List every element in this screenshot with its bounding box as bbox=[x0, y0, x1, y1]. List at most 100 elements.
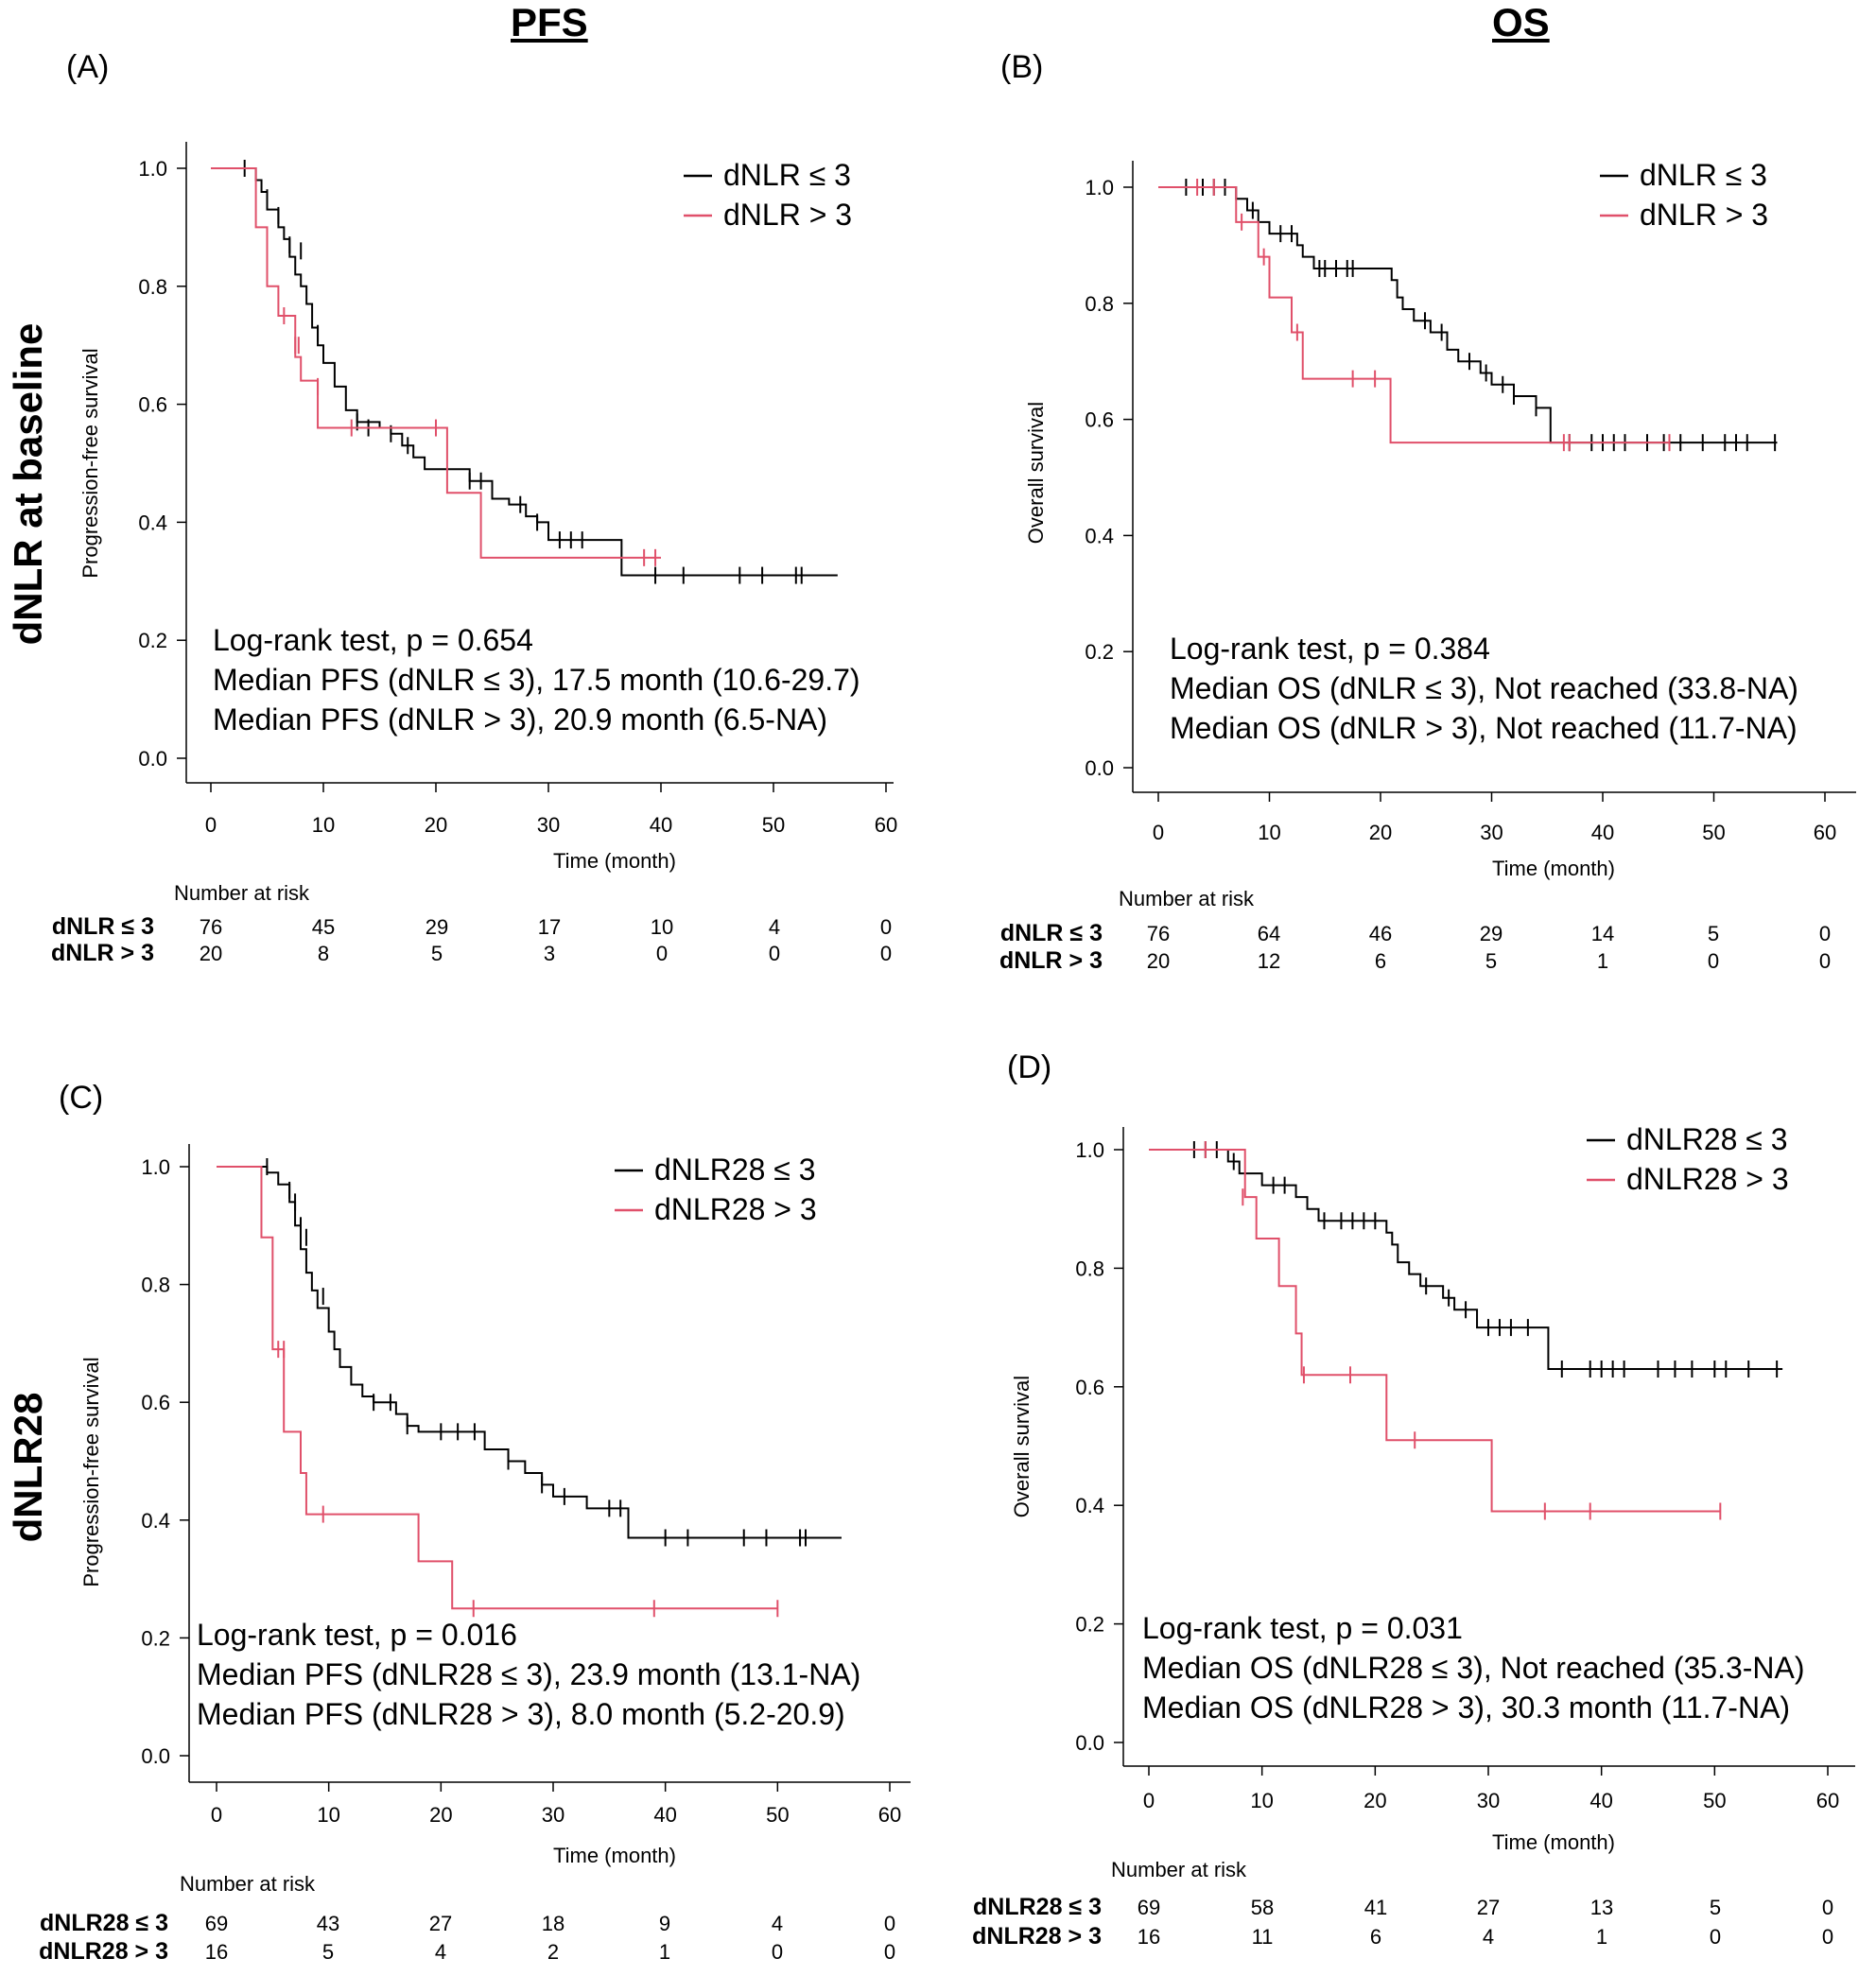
x-tick-label: 50 bbox=[1702, 821, 1725, 844]
x-axis-label: Time (month) bbox=[553, 1844, 676, 1867]
x-tick-label: 50 bbox=[766, 1803, 789, 1827]
annotation-line: Log-rank test, p = 0.016 bbox=[197, 1618, 517, 1652]
risk-count: 4 bbox=[772, 1912, 783, 1935]
y-axis-label: Progression-free survival bbox=[78, 348, 102, 578]
risk-count: 9 bbox=[659, 1912, 670, 1935]
x-tick-label: 40 bbox=[1589, 1789, 1612, 1812]
annotation-line: Log-rank test, p = 0.384 bbox=[1170, 632, 1490, 666]
annotation-line: Median PFS (dNLR28 > 3), 8.0 month (5.2-… bbox=[197, 1697, 845, 1731]
risk-row-label: dNLR28 > 3 bbox=[972, 1923, 1102, 1950]
risk-count: 58 bbox=[1251, 1896, 1274, 1919]
risk-count: 17 bbox=[538, 915, 561, 939]
risk-row-label: dNLR28 ≤ 3 bbox=[40, 1910, 168, 1936]
risk-row-label: dNLR ≤ 3 bbox=[52, 913, 154, 940]
risk-count: 29 bbox=[426, 915, 448, 939]
x-tick-label: 10 bbox=[1250, 1789, 1273, 1812]
risk-count: 16 bbox=[1138, 1925, 1160, 1949]
km-curve-low bbox=[1149, 1149, 1783, 1370]
risk-count: 46 bbox=[1369, 922, 1392, 945]
risk-count: 14 bbox=[1591, 922, 1614, 945]
x-tick-label: 20 bbox=[1369, 821, 1392, 844]
x-tick-label: 0 bbox=[211, 1803, 222, 1827]
risk-count: 27 bbox=[1477, 1896, 1500, 1919]
y-tick-label: 0.6 bbox=[138, 393, 167, 417]
risk-count: 16 bbox=[205, 1940, 228, 1964]
y-tick-label: 0.6 bbox=[1075, 1376, 1104, 1399]
annotation-line: Median OS (dNLR ≤ 3), Not reached (33.8-… bbox=[1170, 671, 1798, 705]
x-tick-label: 60 bbox=[875, 813, 897, 837]
x-tick-label: 40 bbox=[650, 813, 672, 837]
risk-count: 1 bbox=[659, 1940, 670, 1964]
km-curve-high bbox=[211, 167, 661, 559]
risk-count: 20 bbox=[200, 942, 222, 965]
x-tick-label: 30 bbox=[537, 813, 560, 837]
y-tick-label: 1.0 bbox=[1085, 176, 1114, 199]
y-tick-label: 0.8 bbox=[138, 275, 167, 299]
panel-label: (D) bbox=[1007, 1049, 1051, 1085]
risk-count: 4 bbox=[1483, 1925, 1494, 1949]
risk-count: 0 bbox=[884, 1940, 895, 1964]
os-column-header: OS bbox=[1492, 0, 1550, 44]
risk-count: 43 bbox=[317, 1912, 339, 1935]
risk-count: 8 bbox=[318, 942, 329, 965]
risk-count: 0 bbox=[769, 942, 780, 965]
y-tick-label: 0.4 bbox=[141, 1509, 170, 1533]
risk-count: 76 bbox=[200, 915, 222, 939]
y-tick-label: 0.0 bbox=[141, 1744, 170, 1768]
risk-row-label: dNLR28 ≤ 3 bbox=[973, 1894, 1102, 1920]
risk-row-label: dNLR28 > 3 bbox=[39, 1938, 168, 1965]
risk-count: 69 bbox=[205, 1912, 228, 1935]
risk-table-title: Number at risk bbox=[1119, 887, 1255, 910]
risk-count: 76 bbox=[1147, 922, 1170, 945]
risk-count: 41 bbox=[1364, 1896, 1387, 1919]
legend-label: dNLR ≤ 3 bbox=[1640, 158, 1767, 192]
y-axis-label: Progression-free survival bbox=[79, 1357, 103, 1586]
risk-row-label: dNLR > 3 bbox=[999, 947, 1103, 974]
x-tick-label: 40 bbox=[1591, 821, 1614, 844]
y-tick-label: 0.4 bbox=[1075, 1494, 1104, 1517]
risk-count: 4 bbox=[769, 915, 780, 939]
pfs-column-header: PFS bbox=[511, 0, 588, 44]
km-curve-high bbox=[217, 1166, 778, 1610]
risk-count: 6 bbox=[1375, 949, 1386, 973]
x-tick-label: 30 bbox=[542, 1803, 565, 1827]
risk-count: 5 bbox=[1708, 922, 1719, 945]
y-tick-label: 0.6 bbox=[141, 1391, 170, 1414]
x-tick-label: 20 bbox=[1364, 1789, 1386, 1812]
risk-row-label: dNLR ≤ 3 bbox=[1000, 920, 1103, 946]
risk-count: 4 bbox=[435, 1940, 446, 1964]
risk-count: 0 bbox=[1819, 922, 1831, 945]
risk-count: 0 bbox=[1708, 949, 1719, 973]
x-tick-label: 60 bbox=[1814, 821, 1836, 844]
risk-table-title: Number at risk bbox=[1111, 1858, 1247, 1881]
x-tick-label: 10 bbox=[312, 813, 335, 837]
x-tick-label: 10 bbox=[1258, 821, 1280, 844]
y-tick-label: 0.4 bbox=[1085, 524, 1114, 547]
risk-count: 10 bbox=[651, 915, 673, 939]
x-tick-label: 60 bbox=[878, 1803, 901, 1827]
risk-count: 13 bbox=[1590, 1896, 1613, 1919]
risk-count: 0 bbox=[1822, 1925, 1833, 1949]
risk-count: 69 bbox=[1138, 1896, 1160, 1919]
y-axis-label: Overall survival bbox=[1010, 1376, 1034, 1517]
risk-count: 6 bbox=[1370, 1925, 1381, 1949]
risk-count: 64 bbox=[1258, 922, 1280, 945]
risk-count: 11 bbox=[1252, 1925, 1274, 1949]
y-tick-label: 0.0 bbox=[138, 747, 167, 771]
y-axis-label: Overall survival bbox=[1024, 402, 1048, 544]
km-curve-high bbox=[1149, 1149, 1721, 1513]
risk-count: 0 bbox=[1819, 949, 1831, 973]
legend-label: dNLR28 > 3 bbox=[654, 1192, 817, 1226]
risk-count: 0 bbox=[1822, 1896, 1833, 1919]
risk-count: 12 bbox=[1258, 949, 1280, 973]
risk-count: 20 bbox=[1147, 949, 1170, 973]
x-tick-label: 20 bbox=[429, 1803, 452, 1827]
y-tick-label: 0.2 bbox=[141, 1626, 170, 1650]
km-curve-low bbox=[217, 1166, 842, 1539]
legend-label: dNLR > 3 bbox=[1640, 198, 1768, 232]
y-tick-label: 0.8 bbox=[1085, 292, 1114, 316]
risk-count: 0 bbox=[656, 942, 668, 965]
